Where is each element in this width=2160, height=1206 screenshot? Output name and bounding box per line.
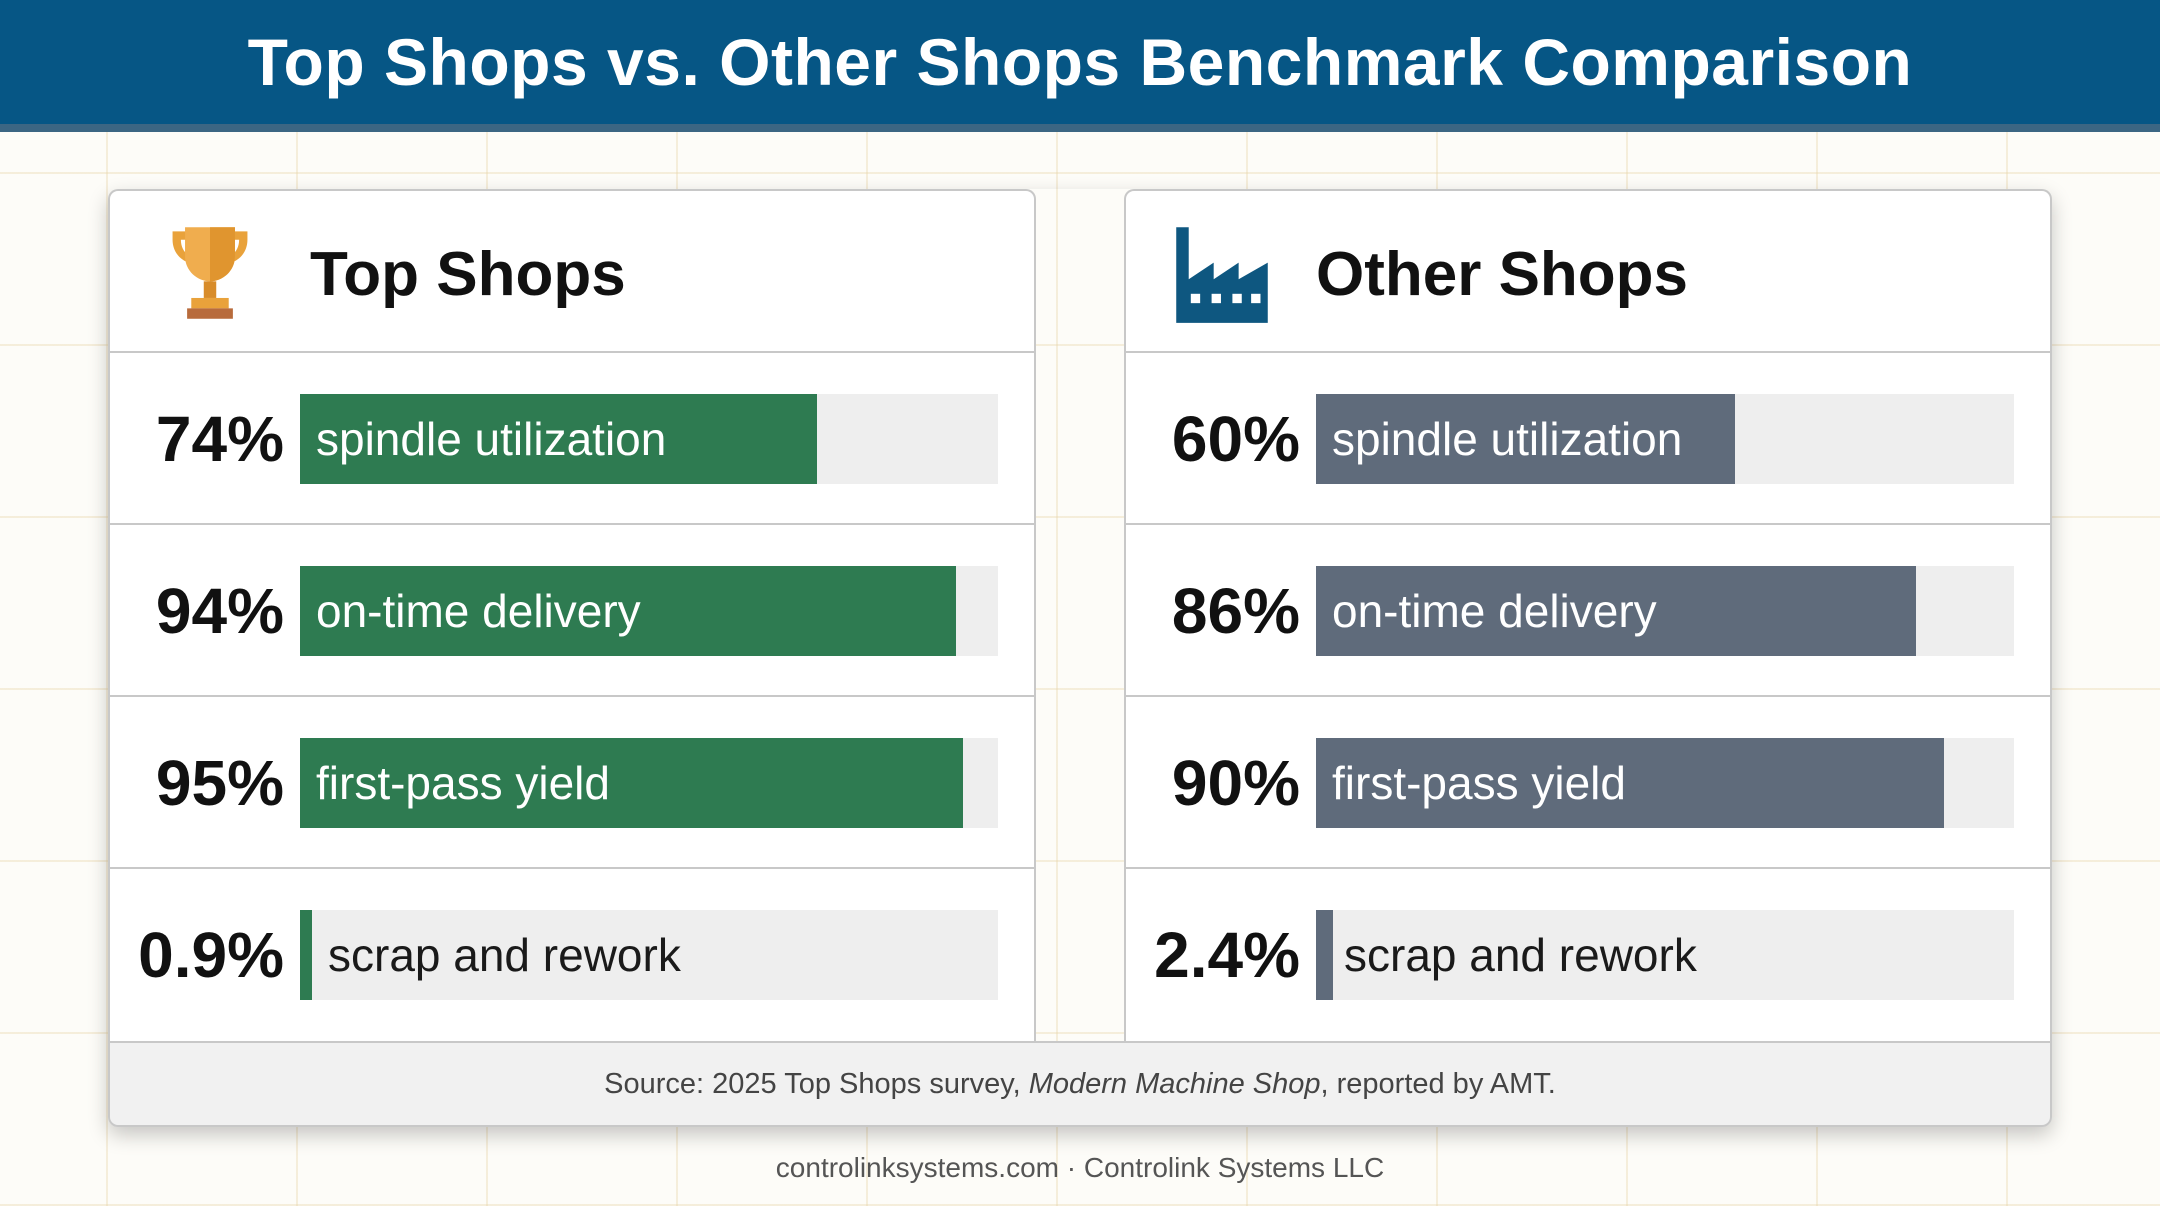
source-publication: Modern Machine Shop — [1028, 1067, 1321, 1100]
category-label: on-time delivery — [1332, 585, 1657, 637]
value-label: 0.9% — [138, 919, 284, 991]
company-credit: controlinksystems.com · Controlink Syste… — [775, 1152, 1385, 1183]
bar-track: scrap and rework — [300, 910, 998, 1000]
value-label: 74% — [155, 403, 284, 475]
bar — [1316, 910, 1333, 1000]
bar — [1316, 394, 1735, 484]
top-shops-row: 0.9% scrap and rework — [110, 869, 1034, 1039]
category-label: spindle utilization — [1332, 413, 1683, 465]
top-shops-row: 95% first-pass yield — [110, 697, 1034, 869]
other-shops-row: 86% on-time delivery — [1126, 525, 2050, 697]
top-shops-row: 74% spindle utilization — [110, 353, 1034, 525]
top-shops-header: Top Shops — [110, 191, 1034, 353]
value-label: 94% — [155, 575, 284, 647]
other-shops-row: 2.4% scrap and rework — [1126, 869, 2050, 1039]
top-shops-bars: 74% spindle utilization 94% on-time deliver… — [110, 353, 1034, 1039]
other-shops-row: 90% first-pass yield — [1126, 697, 2050, 869]
top-shops-panel: Top Shops 74% spindle utilization 94% on-ti… — [108, 189, 1036, 1041]
source-note: Source: 2025 Top Shops survey, Modern Ma… — [108, 1041, 2052, 1127]
bar-track: on-time delivery — [1316, 566, 2014, 656]
trophy-icon — [172, 227, 248, 319]
bar — [300, 566, 957, 656]
bar — [1316, 738, 1945, 828]
value-label: 90% — [1171, 747, 1300, 819]
category-label: scrap and rework — [328, 929, 681, 981]
other-shops-row: 60% spindle utilization — [1126, 353, 2050, 525]
bar — [300, 738, 964, 828]
category-label: on-time delivery — [316, 585, 641, 637]
category-label: scrap and rework — [1344, 929, 1697, 981]
value-label: 2.4% — [1154, 919, 1300, 991]
factory-icon — [1176, 227, 1268, 323]
other-shops-panel: Other Shops 60% spindle utilization 86% on-… — [1124, 189, 2052, 1041]
value-label: 86% — [1171, 575, 1300, 647]
source-prefix: Source: 2025 Top Shops survey, — [604, 1067, 1029, 1100]
bar-track: spindle utilization — [1316, 394, 2014, 484]
category-label: first-pass yield — [1332, 757, 1626, 809]
category-label: spindle utilization — [316, 413, 667, 465]
source-suffix: , reported by AMT. — [1320, 1067, 1556, 1100]
page-title: Top Shops vs. Other Shops Benchmark Comp… — [247, 25, 1913, 99]
bar-track: first-pass yield — [1316, 738, 2014, 828]
bar — [1316, 566, 1917, 656]
title-banner: Top Shops vs. Other Shops Benchmark Comp… — [0, 0, 2160, 132]
bar-track: first-pass yield — [300, 738, 998, 828]
value-label: 95% — [155, 747, 284, 819]
bar-track: spindle utilization — [300, 394, 998, 484]
bar-track: scrap and rework — [1316, 910, 2014, 1000]
other-shops-bars: 60% spindle utilization 86% on-time deliver… — [1126, 353, 2050, 1039]
top-shops-row: 94% on-time delivery — [110, 525, 1034, 697]
category-label: first-pass yield — [316, 757, 610, 809]
other-shops-title: Other Shops — [1316, 240, 1689, 309]
bar — [300, 394, 817, 484]
other-shops-header: Other Shops — [1126, 191, 2050, 353]
bar-track: on-time delivery — [300, 566, 998, 656]
top-shops-title: Top Shops — [310, 240, 626, 309]
bar — [300, 910, 312, 1000]
value-label: 60% — [1171, 403, 1300, 475]
